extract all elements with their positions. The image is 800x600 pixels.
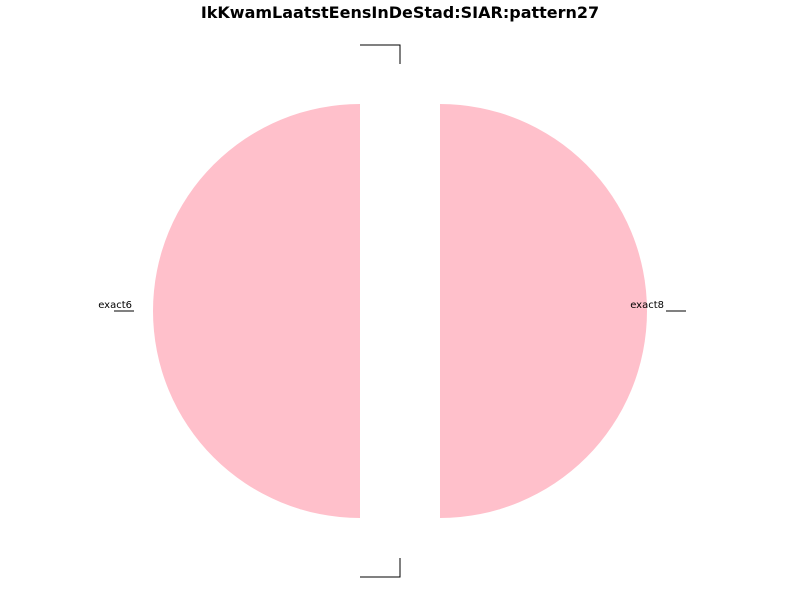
leader-line-1 (360, 558, 401, 578)
pie-slices (153, 104, 647, 518)
pie-slice-exact6 (153, 104, 360, 518)
chart-title: IkKwamLaatstEensInDeStad:SIAR:pattern27 (201, 3, 599, 22)
leader-line-3 (360, 44, 401, 64)
slice-label-exact6: exact6 (98, 300, 132, 311)
pie-slice-exact8 (440, 104, 647, 518)
slice-label-exact8: exact8 (630, 300, 664, 311)
slice-annotations: exact6 exact8 (98, 44, 686, 578)
